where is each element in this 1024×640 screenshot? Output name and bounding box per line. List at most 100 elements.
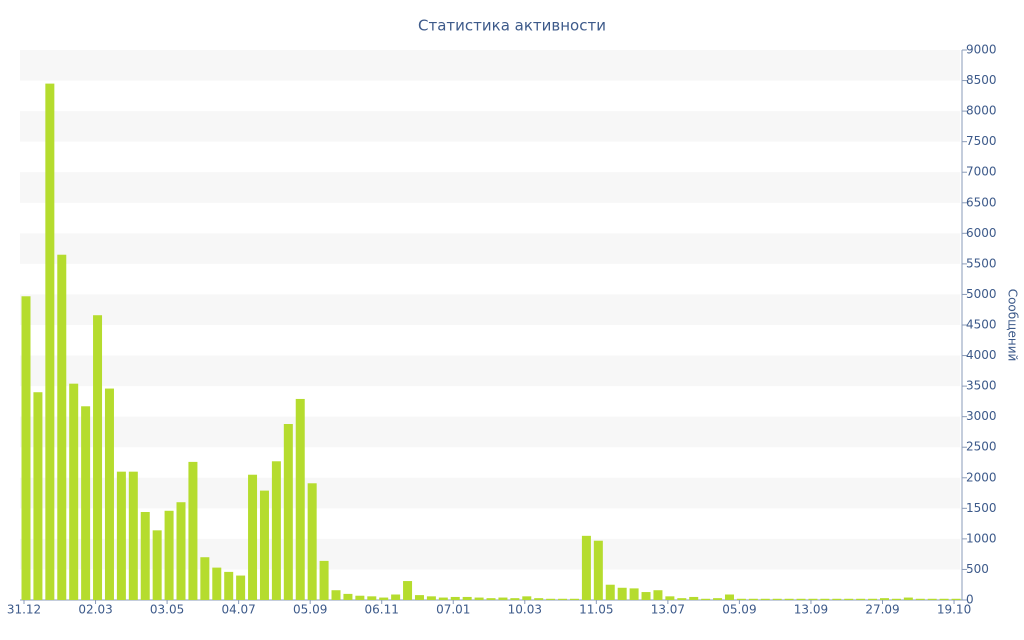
y-tick-label: 8000 [966, 104, 997, 118]
bar [259, 490, 269, 600]
bar [724, 594, 734, 600]
x-tick-label: 31.12 [7, 603, 41, 617]
y-tick-label: 500 [966, 562, 989, 576]
y-tick-label: 6000 [966, 226, 997, 240]
y-tick-label: 3000 [966, 409, 997, 423]
x-tick-label: 11.05 [579, 603, 613, 617]
bar [558, 598, 568, 600]
bar [33, 392, 43, 600]
bar [69, 383, 79, 600]
x-tick-label: 07.01 [436, 603, 470, 617]
grid-band [20, 233, 960, 264]
bar [510, 598, 520, 600]
bar [748, 598, 758, 600]
bar [546, 598, 556, 600]
bar [581, 535, 591, 600]
bar [188, 461, 198, 600]
y-tick-label: 7000 [966, 165, 997, 179]
bar [236, 575, 246, 600]
bar [689, 596, 699, 600]
bar [927, 598, 937, 600]
grid-band [20, 50, 960, 81]
bar [224, 571, 234, 600]
bar [736, 598, 746, 600]
bar [57, 254, 67, 600]
y-tick-label: 7500 [966, 134, 997, 148]
bar [844, 598, 854, 600]
grid-band [20, 416, 960, 448]
bar [474, 597, 484, 600]
bar [462, 596, 472, 600]
grid-band [20, 477, 960, 509]
bar [915, 598, 925, 600]
bar [164, 510, 174, 600]
y-axis-title: Сообщений [1006, 289, 1020, 362]
y-tick-label: 5000 [966, 287, 997, 301]
bar [140, 512, 150, 600]
bar [307, 483, 317, 600]
bar [951, 598, 961, 600]
y-tick-label: 3500 [966, 379, 997, 393]
bar [248, 474, 258, 600]
grid-band [20, 111, 960, 142]
bar [903, 597, 913, 600]
bar [772, 598, 782, 600]
y-tick-label: 1000 [966, 531, 997, 545]
bar [891, 598, 901, 600]
bar [319, 560, 329, 600]
bar [438, 597, 448, 600]
bar [331, 590, 341, 600]
y-tick-label: 4000 [966, 348, 997, 362]
bar [653, 590, 663, 600]
y-tick-label: 5500 [966, 256, 997, 270]
bar [295, 398, 305, 600]
x-tick-label: 10.03 [508, 603, 542, 617]
bar [355, 595, 365, 600]
bar [856, 598, 866, 600]
bar [414, 595, 424, 600]
bar [534, 598, 544, 600]
y-tick-label: 2500 [966, 440, 997, 454]
bar [498, 597, 508, 600]
bar [403, 581, 413, 600]
grid-band [20, 172, 960, 203]
bar [605, 584, 615, 600]
y-tick-label: 0 [966, 593, 974, 607]
bar [93, 315, 103, 600]
grid-band [20, 294, 960, 325]
bar [271, 461, 281, 600]
y-tick-label: 2000 [966, 470, 997, 484]
bar [593, 540, 603, 600]
bar [796, 598, 806, 600]
bar [820, 598, 830, 600]
y-tick-label: 9000 [966, 43, 997, 57]
bar [522, 596, 532, 600]
bar [832, 598, 842, 600]
grid-band [20, 355, 960, 387]
bar [879, 598, 889, 600]
bar [128, 471, 138, 600]
y-tick-label: 1500 [966, 501, 997, 515]
bar [21, 296, 31, 600]
bar [176, 502, 186, 600]
x-tick-label: 03.05 [150, 603, 184, 617]
bar [486, 598, 496, 600]
bar [641, 592, 651, 600]
bar [283, 424, 293, 600]
bar [200, 557, 210, 600]
bar [569, 598, 579, 600]
bar [45, 83, 55, 601]
x-tick-label: 27.09 [865, 603, 899, 617]
bar [212, 567, 222, 600]
x-tick-label: 05.09 [722, 603, 756, 617]
y-tick-label: 6500 [966, 195, 997, 209]
bar [760, 598, 770, 600]
bar [713, 598, 723, 600]
bar [116, 471, 126, 600]
bar [379, 597, 389, 600]
bar [701, 598, 711, 600]
x-tick-label: 13.09 [794, 603, 828, 617]
bar [868, 598, 878, 600]
bar [426, 596, 436, 600]
